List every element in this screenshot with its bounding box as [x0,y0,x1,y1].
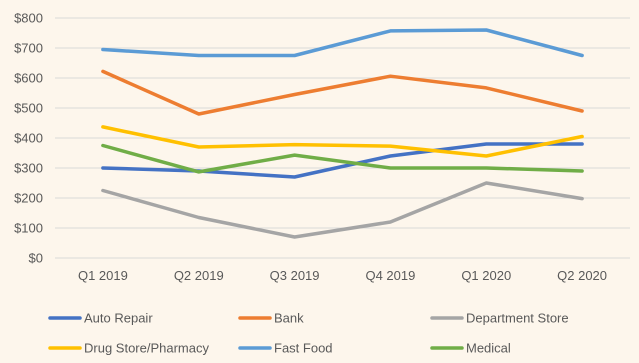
legend-item: Department Store [432,311,569,326]
legend-item: Medical [432,341,511,356]
legend-item: Auto Repair [50,311,153,326]
y-tick-label: $0 [29,251,43,266]
gridlines [55,18,630,258]
y-tick-label: $300 [14,161,43,176]
series-department-store [103,183,582,237]
legend-item: Fast Food [240,341,333,356]
x-tick-label: Q2 2019 [174,268,224,283]
x-tick-label: Q1 2019 [78,268,128,283]
legend-item: Bank [240,311,304,326]
y-tick-label: $800 [14,11,43,26]
y-tick-label: $600 [14,71,43,86]
y-tick-label: $400 [14,131,43,146]
x-tick-label: Q4 2019 [365,268,415,283]
y-tick-label: $500 [14,101,43,116]
legend-label: Medical [466,341,511,356]
series-line [103,127,582,156]
x-axis-ticks: Q1 2019 Q2 2019 Q3 2019 Q4 2019 Q1 2020 Q2 20… [78,268,607,283]
y-tick-label: $200 [14,191,43,206]
y-tick-label: $700 [14,41,43,56]
series-fast-food [103,30,582,56]
x-tick-label: Q3 2019 [270,268,320,283]
x-tick-label: Q2 2020 [557,268,607,283]
series-lines [103,30,582,237]
y-axis-ticks: $0 $100 $200 $300 $400 $500 $600 $700 $800 [14,11,43,266]
legend-label: Auto Repair [84,311,153,326]
legend-label: Bank [274,311,304,326]
legend-label: Department Store [466,311,569,326]
x-tick-label: Q1 2020 [461,268,511,283]
y-tick-label: $100 [14,221,43,236]
legend: Auto Repair Bank Department Store Drug Stor… [50,311,569,356]
series-line [103,183,582,237]
legend-label: Fast Food [274,341,333,356]
legend-label: Drug Store/Pharmacy [84,341,209,356]
series-drug-store-pharmacy [103,127,582,156]
legend-item: Drug Store/Pharmacy [50,341,209,356]
series-line [103,30,582,56]
